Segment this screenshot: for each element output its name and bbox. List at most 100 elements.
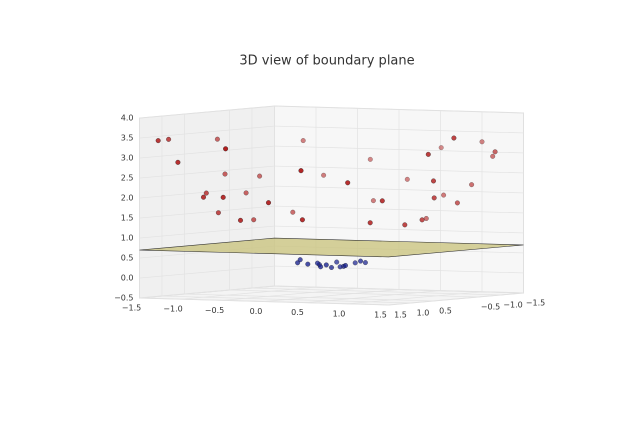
grid-line [184, 293, 434, 302]
data-point [329, 265, 335, 271]
grid-line [139, 225, 275, 239]
data-point [300, 138, 306, 144]
data-point [315, 260, 321, 266]
z-tick-label: 0.0 [121, 274, 134, 283]
data-point [404, 176, 410, 182]
z-tick-label: 3.5 [121, 134, 134, 143]
data-point [379, 198, 385, 204]
data-point [451, 135, 457, 141]
data-point [321, 172, 327, 178]
data-point [370, 198, 376, 204]
x-tick-label: −1.0 [163, 305, 182, 314]
grid-line [274, 225, 524, 234]
z-tick-label: −0.5 [114, 294, 133, 303]
y-tick-label: −1.5 [526, 298, 545, 307]
data-point [257, 173, 263, 179]
grid-line [274, 185, 524, 194]
x-tick-label: −0.5 [205, 306, 224, 315]
grid-line [139, 105, 275, 119]
y-tick-label: −1.0 [503, 300, 522, 309]
grid-line [139, 125, 275, 139]
data-point [367, 220, 373, 226]
grid-line [274, 105, 524, 114]
y-tick-label: −0.5 [481, 302, 500, 311]
data-point [297, 257, 303, 263]
z-tick-label: 1.0 [121, 234, 134, 243]
grid-line [229, 289, 479, 298]
data-point [367, 156, 373, 162]
data-point [223, 146, 229, 152]
data-point [200, 194, 206, 200]
data-point [215, 210, 221, 216]
data-point [343, 262, 349, 268]
z-tick-label: 4.0 [121, 114, 134, 123]
data-point [175, 159, 181, 165]
data-point [479, 139, 485, 145]
data-point [220, 194, 226, 200]
chart-title: 3D view of boundary plane [239, 54, 414, 69]
data-point [237, 217, 243, 223]
data-point [454, 200, 460, 206]
data-point [203, 190, 209, 196]
grid-line [139, 265, 275, 279]
grid-line [251, 287, 502, 296]
x-tick-label: 1.0 [333, 309, 346, 318]
data-point [402, 222, 408, 228]
data-point [251, 217, 257, 223]
data-point [358, 258, 364, 264]
data-point [222, 171, 228, 177]
data-point [425, 151, 431, 157]
data-point [441, 192, 447, 198]
data-point [337, 264, 343, 270]
data-point [299, 217, 305, 223]
x-tick-label: 0.5 [291, 308, 304, 317]
data-point [352, 260, 358, 266]
grid-line [139, 205, 275, 219]
z-tick-label: 2.0 [121, 194, 134, 203]
data-point [298, 168, 304, 174]
data-point [431, 178, 437, 184]
data-point [305, 261, 311, 267]
data-point [490, 153, 496, 159]
data-point [318, 264, 324, 270]
data-point [214, 136, 220, 142]
grid-line [274, 125, 524, 134]
data-point [345, 180, 351, 186]
pane-side [139, 105, 275, 299]
x-tick-label: 0.0 [250, 307, 263, 316]
data-point [492, 149, 498, 155]
z-tick-label: 3.0 [121, 154, 134, 163]
grid-line [139, 297, 389, 306]
data-point [431, 195, 437, 201]
grid-line [274, 265, 524, 274]
data-point [423, 215, 429, 221]
x-tick-label: −1.5 [122, 304, 141, 313]
grid-line [139, 165, 275, 179]
data-point [469, 182, 475, 188]
data-point [155, 138, 161, 144]
data-point [290, 209, 296, 215]
y-tick-label: 1.0 [417, 308, 430, 317]
grid-line [274, 165, 524, 174]
grid-line [139, 285, 275, 299]
data-point [243, 190, 249, 196]
data-point [266, 200, 272, 206]
grid-line [274, 205, 524, 214]
grid-line [274, 145, 524, 154]
data-point [419, 217, 425, 223]
z-tick-label: 2.5 [121, 174, 134, 183]
x-tick-label: 1.5 [374, 310, 387, 319]
z-tick-label: 1.5 [121, 214, 134, 223]
data-point [362, 260, 368, 266]
y-tick-label: 0.5 [439, 306, 452, 315]
y-tick-label: 1.5 [394, 310, 407, 319]
grid-line [161, 295, 412, 304]
grid-line [274, 285, 524, 294]
data-point [166, 136, 172, 142]
data-point [438, 145, 444, 151]
boundary-plane [139, 237, 524, 258]
data-point [334, 259, 340, 265]
z-tick-label: 0.5 [121, 254, 134, 263]
grid-line [139, 145, 275, 159]
